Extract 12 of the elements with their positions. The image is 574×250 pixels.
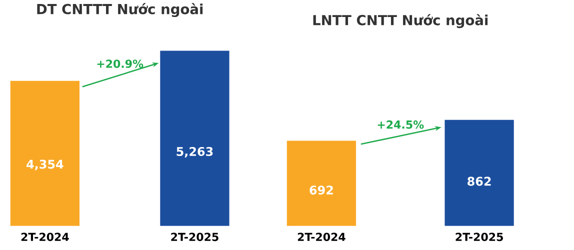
x-tick-label: 2T-2025	[171, 232, 218, 242]
data-label: 862	[468, 176, 491, 186]
data-label: 5,263	[176, 147, 213, 158]
chart-title: LNTT CNTT Nước ngoài	[313, 14, 488, 28]
data-label: 4,354	[26, 160, 64, 170]
data-label: 692	[310, 186, 333, 195]
chart-title: DT CNTTT Nước ngoài	[37, 3, 203, 18]
x-tick-label: 2T-2024	[21, 232, 69, 242]
annotation: +20.9%	[97, 60, 144, 68]
x-tick-label: 2T-2025	[456, 232, 503, 242]
annotation: +24.5%	[378, 120, 424, 129]
x-tick-label: 2T-2024	[298, 232, 346, 242]
